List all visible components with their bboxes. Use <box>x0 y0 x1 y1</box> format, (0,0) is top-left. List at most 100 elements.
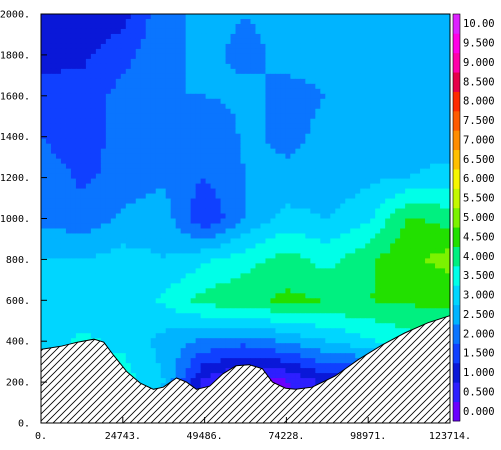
field-cell <box>205 223 212 230</box>
field-cell <box>365 313 371 319</box>
field-cell <box>175 183 182 190</box>
field-cell <box>100 38 107 45</box>
field-cell <box>400 103 406 110</box>
field-cell <box>250 298 257 304</box>
field-cell <box>165 233 172 240</box>
field-cell <box>365 258 371 264</box>
field-cell <box>200 113 207 120</box>
field-cell <box>365 53 371 60</box>
field-cell <box>270 288 277 294</box>
field-cell <box>335 313 341 319</box>
field-cell <box>400 113 406 120</box>
field-cell <box>225 18 232 25</box>
field-cell <box>75 88 82 95</box>
field-cell <box>435 38 441 45</box>
field-cell <box>415 283 421 289</box>
field-cell <box>130 163 137 170</box>
field-cell <box>170 23 177 30</box>
field-cell <box>340 98 346 105</box>
field-cell <box>125 98 132 105</box>
field-cell <box>245 113 252 120</box>
field-cell <box>345 288 351 294</box>
field-cell <box>245 53 252 60</box>
field-cell <box>260 14 267 20</box>
field-cell <box>100 168 107 175</box>
field-cell <box>345 28 351 35</box>
field-cell <box>340 53 346 60</box>
field-cell <box>430 58 436 65</box>
field-cell <box>90 308 97 314</box>
field-cell <box>220 168 227 175</box>
field-cell <box>310 143 316 150</box>
field-cell <box>350 223 356 230</box>
field-cell <box>325 213 331 220</box>
field-cell <box>395 158 401 165</box>
field-cell <box>445 208 450 215</box>
field-cell <box>235 108 242 115</box>
field-cell <box>105 168 112 175</box>
field-cell <box>165 78 172 85</box>
field-cell <box>170 238 177 245</box>
field-cell <box>75 298 82 304</box>
field-cell <box>170 33 177 40</box>
field-cell <box>60 128 67 135</box>
field-cell <box>325 203 331 210</box>
field-cell <box>330 238 336 245</box>
field-cell <box>305 23 311 30</box>
field-cell <box>70 83 77 90</box>
field-cell <box>305 233 311 240</box>
field-cell <box>300 148 306 155</box>
field-cell <box>345 43 351 50</box>
field-cell <box>380 63 386 70</box>
field-cell <box>430 258 436 264</box>
field-cell <box>105 73 112 80</box>
field-cell <box>180 218 187 225</box>
field-cell <box>205 23 212 30</box>
field-cell <box>180 273 187 279</box>
field-cell <box>230 18 237 25</box>
field-cell <box>315 203 321 210</box>
field-cell <box>200 148 207 155</box>
field-cell <box>315 43 321 50</box>
field-cell <box>125 178 132 185</box>
field-cell <box>360 183 366 190</box>
field-cell <box>225 298 232 304</box>
field-cell <box>215 228 222 235</box>
field-cell <box>105 98 112 105</box>
field-cell <box>400 23 406 30</box>
field-cell <box>120 14 127 20</box>
field-cell <box>330 18 336 25</box>
field-cell <box>415 83 421 90</box>
field-cell <box>270 238 277 245</box>
field-cell <box>80 233 87 240</box>
field-cell <box>315 288 321 294</box>
field-cell <box>85 108 92 115</box>
field-cell <box>275 278 282 284</box>
field-cell <box>90 228 97 235</box>
field-cell <box>225 108 232 115</box>
field-cell <box>420 68 426 75</box>
field-cell <box>240 218 247 225</box>
field-cell <box>130 223 137 230</box>
field-cell <box>100 78 107 85</box>
field-cell <box>250 18 257 25</box>
field-cell <box>200 158 207 165</box>
field-cell <box>405 233 411 240</box>
field-cell <box>110 268 117 274</box>
field-cell <box>95 263 102 269</box>
field-cell <box>130 28 137 35</box>
field-cell <box>285 213 291 220</box>
field-cell <box>235 93 242 100</box>
field-cell <box>60 63 67 70</box>
field-cell <box>440 213 446 220</box>
field-cell <box>310 148 316 155</box>
field-cell <box>360 153 366 160</box>
field-cell <box>170 173 177 180</box>
field-cell <box>380 173 386 180</box>
field-cell <box>325 23 331 30</box>
field-cell <box>130 218 137 225</box>
field-cell <box>195 68 202 75</box>
field-cell <box>265 123 272 130</box>
field-cell <box>380 23 386 30</box>
field-cell <box>385 303 391 309</box>
